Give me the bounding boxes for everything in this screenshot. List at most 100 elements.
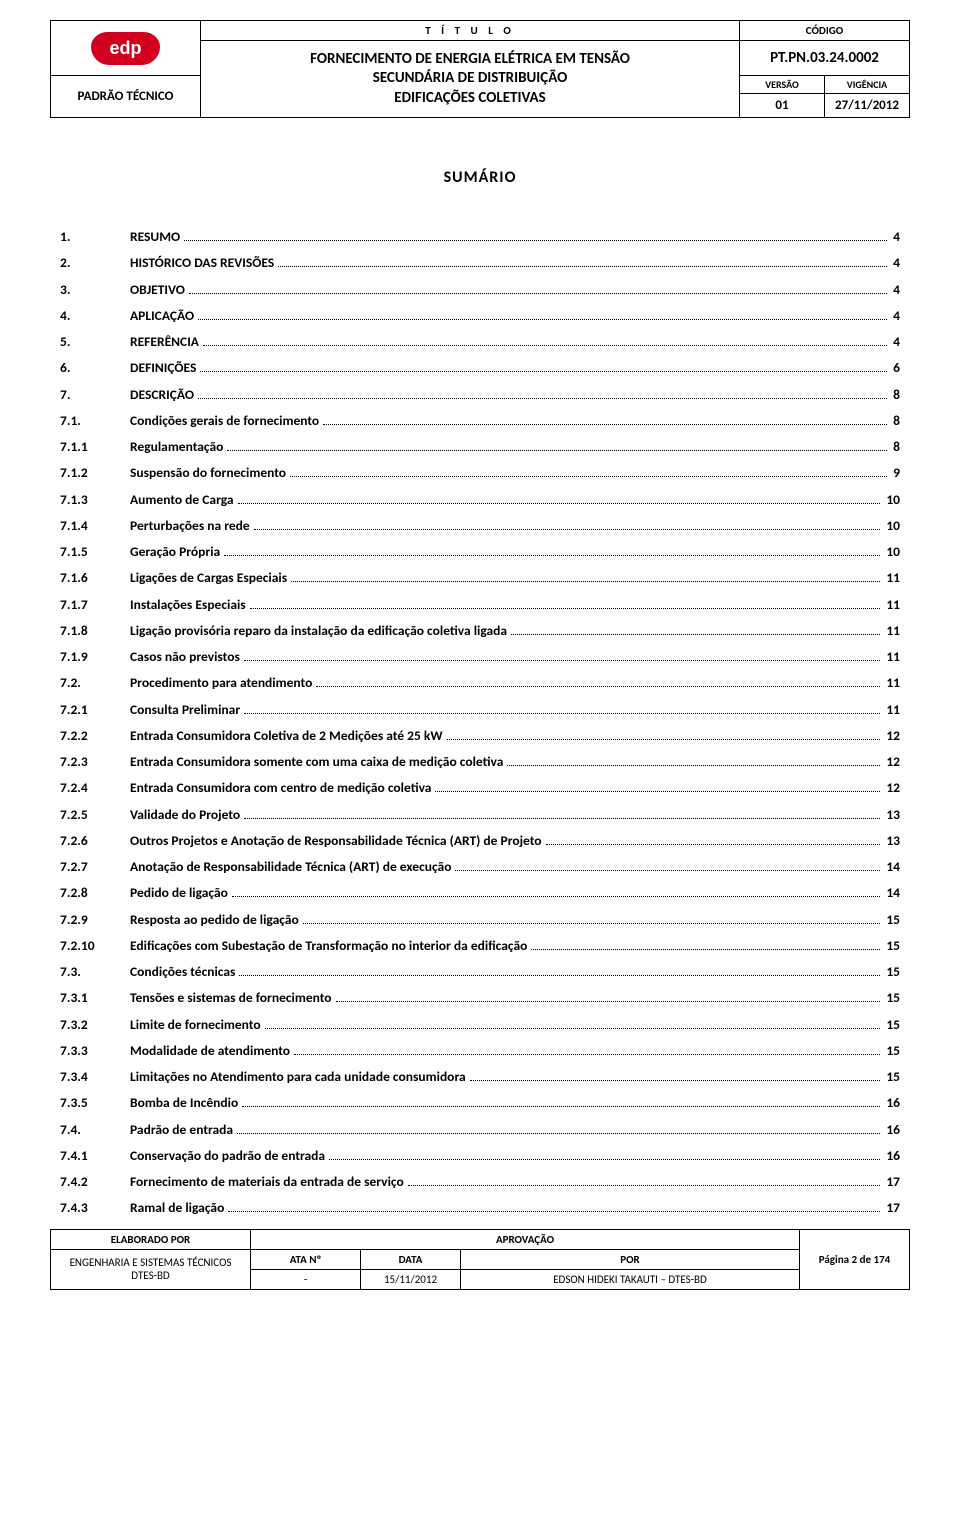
- codigo-label: CÓDIGO: [740, 21, 910, 41]
- toc-number: 7.1.: [60, 411, 130, 431]
- toc-page: 10: [884, 516, 900, 536]
- toc-leader-dots: [224, 555, 880, 556]
- toc-number: 7.2.: [60, 673, 130, 693]
- toc-page: 15: [884, 1041, 900, 1061]
- elab-line2: DTES-BD: [131, 1269, 169, 1282]
- toc-row: 7.2.Procedimento para atendimento11: [60, 673, 900, 693]
- toc-number: 7.2.2: [60, 726, 130, 746]
- toc-page: 12: [884, 726, 900, 746]
- toc-title: DEFINIÇÕES: [130, 358, 196, 378]
- toc-leader-dots: [294, 1054, 880, 1055]
- toc-row: 7.1.9Casos não previstos11: [60, 647, 900, 667]
- data-label: DATA: [361, 1249, 461, 1269]
- toc-title: Regulamentação: [130, 437, 223, 457]
- toc-title: Ligação provisória reparo da instalação …: [130, 621, 507, 641]
- toc-title: Padrão de entrada: [130, 1120, 233, 1140]
- toc-number: 7.2.10: [60, 936, 130, 956]
- toc-row: 7.3.2Limite de fornecimento15: [60, 1015, 900, 1035]
- toc-page: 8: [891, 411, 900, 431]
- toc-leader-dots: [203, 345, 887, 346]
- toc-page: 11: [884, 647, 900, 667]
- toc-leader-dots: [435, 791, 880, 792]
- toc-title: Consulta Preliminar: [130, 700, 240, 720]
- por-label: POR: [461, 1249, 800, 1269]
- toc-number: 3.: [60, 280, 130, 300]
- toc-title: Modalidade de atendimento: [130, 1041, 290, 1061]
- toc-row: 7.2.10Edificações com Subestação de Tran…: [60, 936, 900, 956]
- toc-number: 4.: [60, 306, 130, 326]
- versao-value: 01: [740, 94, 825, 118]
- titulo-label: T Í T U L O: [201, 21, 740, 41]
- toc-page: 16: [884, 1120, 900, 1140]
- toc-row: 3.OBJETIVO 4: [60, 280, 900, 300]
- document-header: edp T Í T U L O CÓDIGO FORNECIMENTO DE E…: [50, 20, 910, 118]
- toc-number: 7.2.9: [60, 910, 130, 930]
- toc-page: 14: [884, 883, 900, 903]
- toc-page: 10: [884, 490, 900, 510]
- toc-title: RESUMO: [130, 227, 180, 247]
- toc-row: 5.REFERÊNCIA4: [60, 332, 900, 352]
- toc-title: Bomba de Incêndio: [130, 1093, 238, 1113]
- toc-leader-dots: [278, 266, 887, 267]
- elaborado-value: ENGENHARIA E SISTEMAS TÉCNICOS DTES-BD: [51, 1249, 251, 1289]
- toc-leader-dots: [227, 450, 887, 451]
- toc-row: 7.DESCRIÇÃO8: [60, 385, 900, 405]
- toc-row: 1.RESUMO4: [60, 227, 900, 247]
- toc-number: 7.3.5: [60, 1093, 130, 1113]
- toc-number: 7.4.: [60, 1120, 130, 1140]
- toc-row: 7.1.7Instalações Especiais11: [60, 595, 900, 615]
- toc-leader-dots: [546, 844, 881, 845]
- toc-number: 7.3.4: [60, 1067, 130, 1087]
- toc-number: 7.1.8: [60, 621, 130, 641]
- toc-title: Condições gerais de fornecimento: [130, 411, 319, 431]
- toc-page: 11: [884, 595, 900, 615]
- toc-title: Condições técnicas: [130, 962, 235, 982]
- toc-leader-dots: [228, 1211, 880, 1212]
- toc-number: 7.3.2: [60, 1015, 130, 1035]
- toc-number: 7.3.1: [60, 988, 130, 1008]
- toc-row: 7.1.6Ligações de Cargas Especiais11: [60, 568, 900, 588]
- toc-title: Resposta ao pedido de ligação: [130, 910, 299, 930]
- toc-page: 12: [884, 778, 900, 798]
- toc-number: 7.1.4: [60, 516, 130, 536]
- doc-code: PT.PN.03.24.0002: [740, 41, 910, 76]
- toc-row: 2.HISTÓRICO DAS REVISÕES4: [60, 253, 900, 273]
- toc-row: 7.1.1Regulamentação8: [60, 437, 900, 457]
- toc-row: 7.2.5Validade do Projeto13: [60, 805, 900, 825]
- toc-leader-dots: [265, 1028, 881, 1029]
- doc-title: FORNECIMENTO DE ENERGIA ELÉTRICA EM TENS…: [201, 41, 740, 118]
- toc-title: Geração Própria: [130, 542, 220, 562]
- toc-page: 15: [884, 936, 900, 956]
- toc-page: 13: [884, 805, 900, 825]
- toc-title: HISTÓRICO DAS REVISÕES: [130, 253, 274, 273]
- toc-leader-dots: [200, 371, 887, 372]
- toc-page: 8: [891, 437, 900, 457]
- toc-title: OBJETIVO: [130, 280, 185, 300]
- toc-number: 7.1.3: [60, 490, 130, 510]
- toc-leader-dots: [329, 1159, 880, 1160]
- toc-leader-dots: [189, 293, 887, 294]
- aprovacao-label: APROVAÇÃO: [251, 1229, 800, 1249]
- toc-page: 4: [891, 280, 900, 300]
- toc-number: 7.1.9: [60, 647, 130, 667]
- toc-leader-dots: [316, 686, 880, 687]
- toc-row: 7.2.2Entrada Consumidora Coletiva de 2 M…: [60, 726, 900, 746]
- toc-number: 7.2.4: [60, 778, 130, 798]
- title-line3: EDIFICAÇÕES COLETIVAS: [394, 89, 545, 107]
- toc-number: 7.2.7: [60, 857, 130, 877]
- por-value: EDSON HIDEKI TAKAUTI – DTES-BD: [461, 1269, 800, 1289]
- toc-page: 11: [884, 700, 900, 720]
- toc-leader-dots: [184, 240, 887, 241]
- toc-number: 7.2.8: [60, 883, 130, 903]
- toc-title: Instalações Especiais: [130, 595, 246, 615]
- toc-title: Edificações com Subestação de Transforma…: [130, 936, 527, 956]
- toc-page: 11: [884, 568, 900, 588]
- toc-number: 7.3.: [60, 962, 130, 982]
- toc-title: Ligações de Cargas Especiais: [130, 568, 287, 588]
- toc-page: 17: [884, 1198, 900, 1218]
- sumario-heading: SUMÁRIO: [50, 168, 910, 187]
- toc-row: 7.3.1Tensões e sistemas de fornecimento1…: [60, 988, 900, 1008]
- logo-cell: edp: [51, 21, 201, 76]
- toc-row: 7.3.5Bomba de Incêndio16: [60, 1093, 900, 1113]
- vigencia-value: 27/11/2012: [825, 94, 910, 118]
